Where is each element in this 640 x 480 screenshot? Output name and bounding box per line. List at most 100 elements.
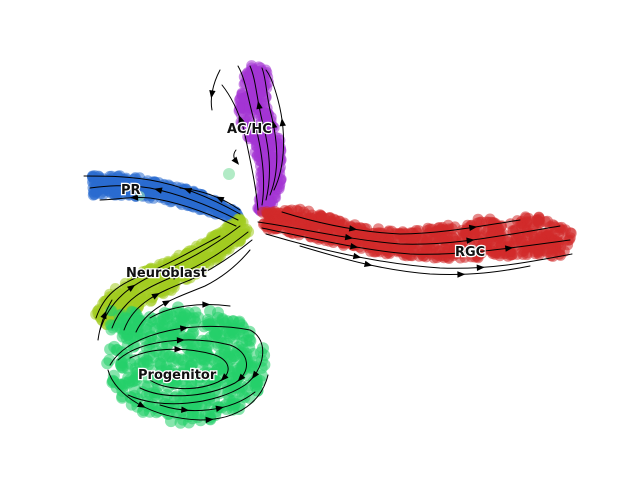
- point-progenitor: [143, 311, 156, 324]
- point-progenitor: [137, 357, 150, 369]
- point-rgc: [324, 212, 336, 224]
- point-rgc: [263, 216, 274, 228]
- point-rgc: [527, 230, 538, 242]
- point-pr: [198, 203, 210, 215]
- point-progenitor: [122, 371, 135, 384]
- velocity-streamline: [97, 299, 113, 341]
- point-progenitor: [201, 313, 214, 326]
- cluster-label-rgc: RGC: [455, 245, 485, 260]
- point-progenitor: [214, 349, 227, 362]
- point-rgc: [479, 239, 491, 251]
- velocity-streamline: [95, 235, 221, 319]
- velocity-streamline: [265, 233, 573, 269]
- point-progenitor: [227, 326, 240, 339]
- point-achc: [272, 141, 284, 153]
- velocity-streamline: [281, 211, 521, 235]
- point-rgc: [273, 210, 285, 222]
- point-rgc: [446, 223, 458, 235]
- point-progenitor: [128, 383, 141, 396]
- point-rgc: [502, 236, 514, 247]
- cluster-label-neuroblast: Neuroblast: [126, 266, 207, 281]
- point-pr: [95, 188, 107, 200]
- velocity-arrowhead: [350, 242, 359, 250]
- point-rgc: [468, 240, 480, 251]
- point-progenitor: [212, 306, 224, 319]
- velocity-arrowhead: [151, 292, 160, 300]
- velocity-streamline: [135, 249, 251, 333]
- point-rgc: [557, 224, 569, 236]
- velocity-streamline: [129, 348, 229, 390]
- point-progenitor: [221, 315, 234, 328]
- point-pr: [114, 186, 126, 198]
- velocity-arrowhead: [476, 264, 485, 271]
- velocity-arrowhead: [466, 237, 475, 244]
- point-achc: [254, 72, 265, 84]
- point-progenitor: [106, 305, 118, 317]
- velocity-arrowhead: [137, 401, 146, 408]
- point-progenitor: [249, 375, 262, 388]
- velocity-streamline: [89, 185, 239, 221]
- point-progenitor: [202, 339, 215, 352]
- velocity-streamline: [99, 225, 241, 331]
- point-neuroblast: [203, 240, 215, 252]
- velocity-streamlines-layer: [83, 65, 573, 424]
- velocity-streamline: [109, 325, 264, 405]
- point-rgc: [347, 231, 359, 243]
- point-progenitor: [187, 326, 200, 339]
- velocity-streamline: [265, 69, 285, 191]
- point-rgc: [485, 216, 497, 228]
- velocity-arrowhead: [253, 122, 260, 132]
- velocity-streamline: [261, 227, 571, 255]
- point-rgc: [521, 247, 533, 259]
- velocity-arrowhead: [162, 300, 171, 307]
- point-progenitor: [157, 313, 170, 326]
- point-pr: [202, 194, 214, 206]
- point-progenitor: [155, 365, 168, 378]
- point-progenitor: [174, 369, 187, 382]
- velocity-streamline: [179, 187, 241, 211]
- velocity-streamline: [237, 65, 265, 206]
- point-progenitor: [195, 387, 208, 400]
- point-rgc: [421, 225, 433, 236]
- point-progenitor: [208, 367, 221, 380]
- velocity-arrowhead: [270, 120, 278, 129]
- point-neuroblast: [216, 239, 228, 251]
- velocity-streamline: [257, 221, 561, 245]
- velocity-streamline: [261, 67, 278, 196]
- point-progenitor: [189, 315, 202, 328]
- point-progenitor: [198, 366, 211, 379]
- cluster-label-pr: PR: [121, 183, 141, 198]
- velocity-streamline: [123, 239, 253, 331]
- point-achc: [269, 164, 281, 176]
- velocity-streamline: [159, 391, 256, 412]
- point-rgc: [562, 239, 574, 251]
- velocity-arrowhead: [468, 224, 478, 232]
- point-progenitor: [120, 332, 133, 345]
- point-progenitor: [212, 317, 225, 330]
- velocity-arrowhead: [504, 245, 514, 252]
- velocity-arrowhead: [176, 337, 185, 344]
- velocity-streamline: [210, 69, 221, 111]
- point-neuroblast: [192, 254, 204, 266]
- point-rgc: [398, 239, 410, 251]
- cluster-label-achc: AC/HC: [227, 122, 272, 137]
- point-pr: [102, 175, 114, 187]
- point-achc: [256, 176, 268, 188]
- point-achc: [256, 147, 268, 159]
- velocity-streamline: [221, 84, 259, 211]
- point-rgc: [544, 221, 556, 233]
- point-progenitor: [105, 324, 117, 336]
- point-progenitor: [251, 384, 264, 397]
- point-rgc: [438, 252, 450, 264]
- velocity-arrowhead: [154, 187, 163, 194]
- point-pr: [191, 197, 203, 209]
- point-stray: [223, 168, 235, 180]
- point-progenitor: [132, 315, 144, 327]
- point-rgc: [507, 225, 519, 237]
- point-rgc: [421, 246, 433, 257]
- velocity-arrowhead: [231, 156, 240, 165]
- velocity-arrowhead: [181, 406, 190, 413]
- velocity-arrowhead: [148, 268, 157, 275]
- velocity-arrowhead: [179, 325, 189, 332]
- point-neuroblast: [239, 224, 251, 236]
